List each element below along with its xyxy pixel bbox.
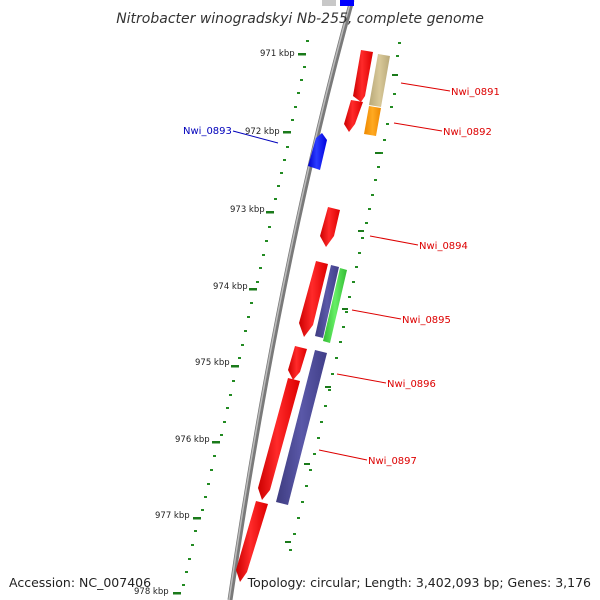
outer-dotted-track [289,42,401,551]
gene-nwi-0892-orange-feature[interactable] [364,106,381,136]
kbp-ticks [173,53,306,595]
gene-nwi-0895-forward[interactable] [299,261,328,337]
tick-label-975: 975 kbp [195,358,230,368]
partial-feature-top-blue [340,0,354,6]
gene-nwi-0895-green-feature[interactable] [323,268,347,343]
partial-feature-top-grey [322,0,336,6]
genome-backbone [227,0,355,600]
gene-nwi-0891-olive-feature[interactable] [369,54,390,107]
gene-nwi-0892-forward[interactable] [344,100,363,132]
tick-label-973: 973 kbp [230,205,265,215]
outer-track-ticks [285,74,398,543]
inner-dotted-track [182,40,309,586]
tick-label-971: 971 kbp [260,49,295,59]
gene-nwi-0897-forward[interactable] [258,378,300,500]
gene-label-nwi-0892[interactable]: Nwi_0892 [443,127,492,138]
gene-label-nwi-0896[interactable]: Nwi_0896 [387,379,436,390]
accession-text: Accession: NC_007406 [9,575,151,590]
tick-label-976: 976 kbp [175,435,210,445]
tick-label-974: 974 kbp [213,282,248,292]
genome-summary-text: Topology: circular; Length: 3,402,093 bp… [247,575,591,590]
gene-nwi-0891-forward[interactable] [353,50,373,102]
tick-label-972: 972 kbp [245,127,280,137]
gene-label-nwi-0891[interactable]: Nwi_0891 [451,87,500,98]
gene-nwi-0895-purple-feature[interactable] [315,265,339,338]
gene-label-nwi-0895[interactable]: Nwi_0895 [402,315,451,326]
gene-large-forward-bottom[interactable] [236,501,268,582]
gene-label-nwi-0893[interactable]: Nwi_0893 [183,126,232,137]
gene-nwi-0894-forward[interactable] [320,207,340,247]
gene-nwi-0893-reverse[interactable] [308,133,327,170]
gene-label-nwi-0894[interactable]: Nwi_0894 [419,241,468,252]
genome-title: Nitrobacter winogradskyi Nb-255, complet… [116,11,484,27]
gene-nwi-0896-forward[interactable] [288,346,307,380]
gene-nwi-0897-purple-feature[interactable] [276,350,327,505]
genome-backbone-highlight [228,0,352,600]
tick-label-978: 978 kbp [134,587,169,597]
tick-label-977: 977 kbp [155,511,190,521]
leader-lines [232,82,451,461]
gene-label-nwi-0897[interactable]: Nwi_0897 [368,456,417,467]
